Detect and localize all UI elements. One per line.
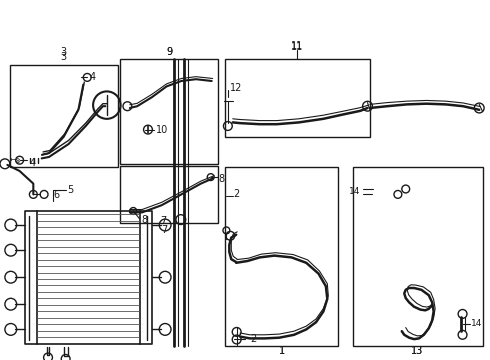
- Text: 14: 14: [471, 320, 483, 329]
- Text: 7: 7: [160, 216, 167, 226]
- Text: 13: 13: [411, 346, 423, 356]
- Text: 2: 2: [233, 189, 239, 199]
- Text: 13: 13: [411, 346, 423, 356]
- Text: ←: ←: [9, 158, 15, 164]
- Text: 8: 8: [219, 174, 224, 184]
- Text: 11: 11: [291, 42, 303, 52]
- Bar: [120, 166, 218, 223]
- Bar: [225, 167, 338, 346]
- Text: 14: 14: [349, 187, 360, 196]
- Bar: [120, 59, 218, 164]
- Text: 7: 7: [161, 225, 167, 235]
- Text: 9: 9: [166, 47, 172, 57]
- Bar: [225, 59, 370, 137]
- Text: 11: 11: [291, 41, 303, 51]
- Text: 1: 1: [279, 346, 285, 356]
- Text: 3: 3: [61, 52, 67, 62]
- Text: 2: 2: [250, 334, 256, 345]
- Bar: [353, 167, 483, 346]
- Text: 12: 12: [230, 83, 243, 93]
- Text: 3: 3: [61, 47, 67, 57]
- Bar: [37, 211, 140, 344]
- Text: 4: 4: [89, 72, 96, 82]
- Text: $\otimes$: $\otimes$: [14, 156, 21, 165]
- Text: 6: 6: [53, 190, 59, 200]
- Text: 10: 10: [156, 125, 168, 135]
- Text: 5: 5: [67, 185, 74, 195]
- Text: 8: 8: [141, 215, 147, 225]
- Text: 9: 9: [166, 47, 172, 57]
- Bar: [10, 65, 118, 167]
- Text: 4: 4: [29, 158, 36, 168]
- Text: 1: 1: [279, 346, 285, 356]
